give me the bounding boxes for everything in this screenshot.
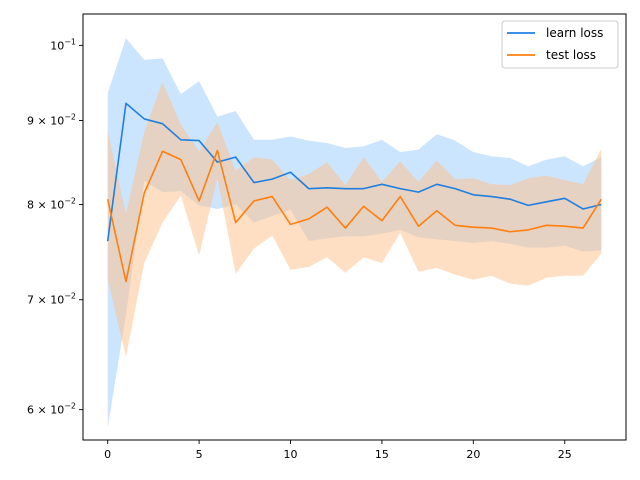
plot-area-frame (82, 13, 627, 441)
y-axis: 6 × 10−2 7 × 10−2 8 × 10−2 9 × 10−2 10−1 (27, 37, 83, 417)
x-tick-label: 10 (284, 448, 298, 461)
x-tick-label: 20 (466, 448, 480, 461)
y-tick-label: 10−1 (50, 37, 76, 52)
series-lines (106, 102, 602, 283)
test-loss-band (107, 81, 602, 357)
y-tick-label: 8 × 10−2 (27, 197, 76, 212)
learn-loss-line (106, 102, 602, 242)
x-tick-label: 25 (558, 448, 572, 461)
confidence-bands (107, 38, 602, 428)
x-tick-label: 0 (104, 448, 111, 461)
y-tick-label: 6 × 10−2 (27, 402, 76, 417)
x-tick-label: 15 (375, 448, 389, 461)
legend-test-loss-label: test loss (546, 48, 596, 62)
legend-learn-loss-label: learn loss (546, 26, 603, 40)
legend: learn loss test loss (501, 20, 619, 69)
x-tick-label: 5 (196, 448, 203, 461)
test-loss-line (106, 149, 602, 283)
y-tick-label: 9 × 10−2 (27, 113, 76, 128)
y-tick-label: 7 × 10−2 (27, 292, 76, 307)
x-axis: 0 5 10 15 20 25 (104, 440, 572, 461)
